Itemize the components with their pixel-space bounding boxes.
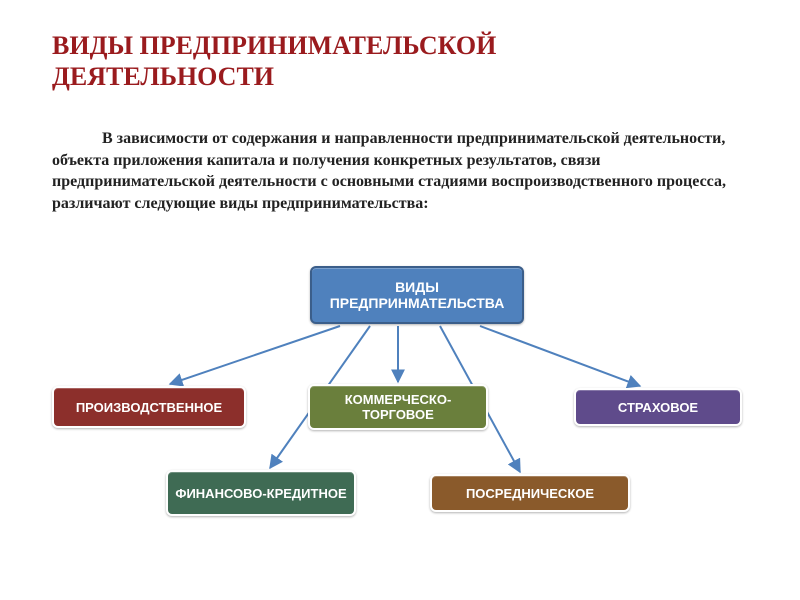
intro-paragraph: В зависимости от содержания и направленн… [52,128,742,214]
node-med: ПОСРЕДНИЧЕСКОЕ [430,474,630,512]
page-title: ВИДЫ ПРЕДПРИНИМАТЕЛЬСКОЙ ДЕЯТЕЛЬНОСТИ [52,30,496,92]
node-root: ВИДЫ ПРЕДПРИНМАТЕЛЬСТВА [310,266,524,324]
title-line2: ДЕЯТЕЛЬНОСТИ [52,61,496,92]
node-comm: КОММЕРЧЕСКО-ТОРГОВОЕ [308,384,488,430]
intro-text: В зависимости от содержания и направленн… [52,130,726,212]
node-prod: ПРОИЗВОДСТВЕННОЕ [52,386,246,428]
edge-root-prod [170,326,340,384]
node-fin: ФИНАНСОВО-КРЕДИТНОЕ [166,470,356,516]
title-line1: ВИДЫ ПРЕДПРИНИМАТЕЛЬСКОЙ [52,30,496,61]
node-ins: СТРАХОВОЕ [574,388,742,426]
edge-root-ins [480,326,640,386]
